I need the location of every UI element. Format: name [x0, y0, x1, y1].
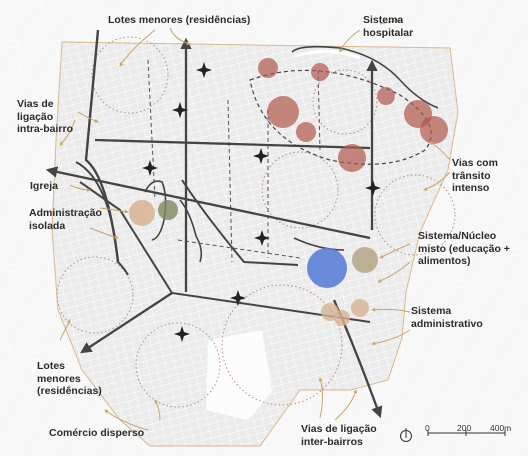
church-star-icons [142, 62, 381, 342]
label-vias-inter: Vias de ligação inter-bairros [301, 423, 377, 448]
label-lotes-bottom: Lotes menores (residências) [37, 360, 102, 397]
education-food-circle [307, 248, 347, 288]
administration-circle [129, 200, 155, 226]
label-sistema-nucleo: Sistema/Núcleo misto (educação + aliment… [418, 230, 510, 267]
scale-tick-400: 400m [490, 423, 512, 433]
influence-circles [56, 36, 456, 408]
hospital-circle [267, 96, 299, 128]
hospital-circle [258, 58, 278, 78]
church-circle [158, 200, 178, 220]
food-circle [352, 247, 378, 273]
label-vias-intra: Vias de ligação intra-bairro [17, 98, 74, 135]
road-diagonal-nw [79, 181, 371, 323]
road-horizontal [94, 138, 371, 150]
annotation-arrows [59, 18, 451, 431]
scale-bar [427, 430, 506, 436]
road-sw [80, 292, 173, 354]
hospital-circle [377, 87, 395, 105]
hospital-circle [338, 144, 366, 172]
label-comercio: Comércio disperso [49, 427, 145, 439]
intra-links [144, 45, 439, 263]
label-sistema-hospitalar: Sistema hospitalar [363, 14, 414, 39]
label-igreja: Igreja [30, 180, 59, 192]
label-administracao: Administração isolada [29, 207, 102, 232]
scale-tick-200: 200 [457, 423, 472, 433]
hospital-system [258, 58, 448, 172]
scale-tick-0: 0 [425, 423, 430, 433]
road-east-west [45, 166, 371, 240]
administrative-system [321, 299, 369, 326]
label-sistema-admin: Sistema administrativo [411, 305, 483, 330]
label-vias-transito: Vias com trânsito intenso [452, 157, 498, 194]
hospital-circle [296, 122, 316, 142]
hospital-circle [311, 63, 329, 81]
hospital-loop [249, 69, 432, 165]
hospital-circle [420, 116, 448, 144]
north-compass-icon [400, 428, 412, 442]
label-lotes-top: Lotes menores (residências) [108, 14, 251, 26]
internal-dashed-streets [147, 59, 321, 263]
